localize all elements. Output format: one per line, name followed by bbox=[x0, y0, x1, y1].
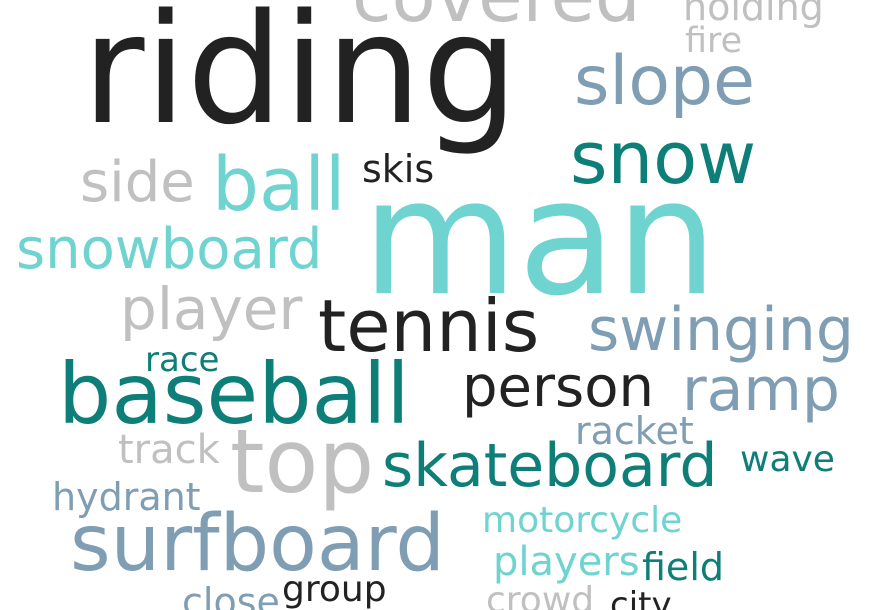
word-motorcycle: motorcycle bbox=[482, 500, 683, 541]
word-holding: holding bbox=[683, 0, 824, 29]
word-swinging: swinging bbox=[588, 295, 854, 365]
word-slope: slope bbox=[574, 42, 755, 121]
word-tennis: tennis bbox=[318, 284, 540, 368]
word-person: person bbox=[462, 355, 654, 420]
word-man: man bbox=[362, 144, 718, 331]
word-surfboard: surfboard bbox=[70, 499, 445, 589]
word-ball: ball bbox=[212, 142, 346, 228]
word-fire: fire bbox=[685, 21, 743, 61]
word-crowd: crowd bbox=[486, 580, 595, 610]
word-skateboard: skateboard bbox=[382, 431, 718, 501]
word-covered: covered bbox=[352, 0, 641, 32]
word-top: top bbox=[230, 410, 375, 513]
word-close: close bbox=[182, 580, 280, 610]
word-racket: racket bbox=[575, 409, 694, 453]
word-snow: snow bbox=[570, 116, 757, 200]
word-riding: riding bbox=[82, 0, 519, 158]
word-field: field bbox=[642, 545, 724, 589]
word-city: city bbox=[610, 585, 672, 610]
word-snowboard: snowboard bbox=[16, 217, 323, 282]
word-track: track bbox=[118, 427, 220, 473]
word-baseball: baseball bbox=[58, 345, 410, 443]
word-hydrant: hydrant bbox=[52, 475, 201, 519]
word-race: race bbox=[145, 340, 220, 380]
word-ramp: ramp bbox=[682, 355, 840, 425]
word-player: player bbox=[120, 275, 303, 343]
word-side: side bbox=[80, 150, 195, 215]
word-wave: wave bbox=[740, 439, 835, 480]
word-group: group bbox=[282, 569, 387, 610]
word-skis: skis bbox=[362, 147, 435, 191]
word-players: players bbox=[493, 539, 640, 585]
